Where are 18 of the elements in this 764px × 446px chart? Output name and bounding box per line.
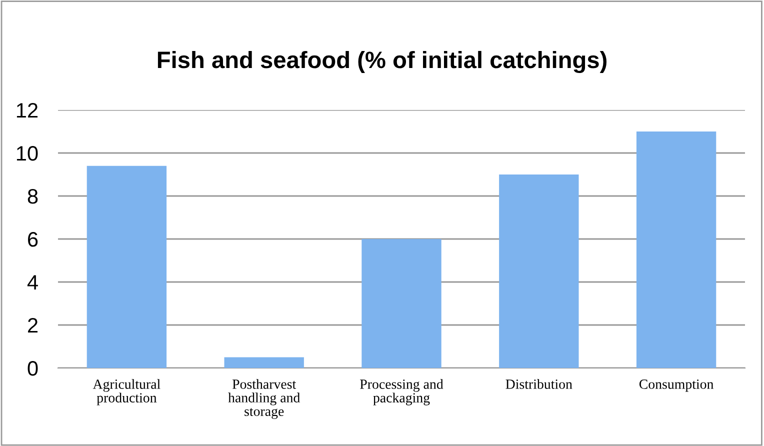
y-tick-label: 0 bbox=[28, 361, 38, 376]
x-tick-label: Consumption bbox=[639, 380, 714, 392]
x-tick-label: Distribution bbox=[506, 379, 572, 389]
x-tick-label: Postharvest handling and storage bbox=[228, 379, 300, 419]
bar bbox=[499, 174, 579, 368]
x-tick-label: Processing and packaging bbox=[360, 379, 444, 406]
y-tick-label: 12 bbox=[16, 103, 38, 118]
chart-title: Fish and seafood (% of initial catchings) bbox=[158, 50, 606, 74]
y-tick-label: 8 bbox=[28, 189, 38, 204]
y-tick-label: 6 bbox=[28, 232, 38, 247]
bar bbox=[86, 166, 167, 368]
y-tick-label: 10 bbox=[16, 146, 38, 161]
y-tick-label: 4 bbox=[27, 275, 38, 290]
y-tick-label: 2 bbox=[28, 318, 38, 333]
bar bbox=[224, 357, 304, 368]
x-tick-label: Agricultural production bbox=[92, 379, 160, 406]
bar bbox=[636, 132, 716, 368]
bar bbox=[362, 239, 442, 368]
